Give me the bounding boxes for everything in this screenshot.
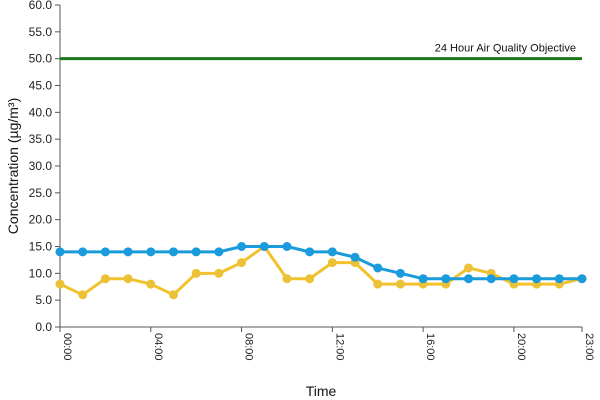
data-point [78,247,88,257]
x-tick-label: 08:00 [243,333,255,361]
data-point [327,258,337,268]
data-point [78,290,88,300]
data-point [55,279,65,289]
data-point [305,247,315,257]
x-tick-label: 12:00 [333,333,345,361]
data-point [464,263,474,273]
data-point [464,274,474,284]
data-point [509,274,519,284]
y-tick-label: 10.0 [29,266,53,280]
y-tick-label: 40.0 [29,105,53,119]
series-line [60,245,582,281]
x-tick-label: 04:00 [152,333,164,361]
x-tick-label: 00:00 [61,333,73,361]
data-point [373,279,383,289]
data-point [577,274,587,284]
data-point [305,274,315,284]
data-point [532,274,542,284]
data-point [55,247,65,257]
data-point [282,242,292,251]
data-point [282,274,292,284]
series-group [55,242,587,300]
data-point [418,274,428,284]
data-point [168,247,178,257]
data-point [237,242,247,251]
data-point [146,247,156,257]
y-tick-label: 50.0 [29,52,53,66]
y-tick-label: 45.0 [29,79,53,93]
data-point [395,279,405,289]
data-point [214,268,224,278]
data-point [146,279,156,289]
y-tick-label: 35.0 [29,132,53,146]
data-point [191,247,201,257]
y-tick-label: 25.0 [29,186,53,200]
data-point [486,274,496,284]
y-tick-label: 0.0 [35,320,52,334]
data-point [123,247,133,257]
data-point [259,242,269,251]
x-tick-label: 16:00 [424,333,436,361]
x-tick-label: 20:00 [515,333,527,361]
y-tick-label: 15.0 [29,240,53,254]
data-point [191,268,201,278]
y-tick-label: 60.0 [29,0,53,12]
data-point [373,263,383,273]
y-axis-ticks: 0.0 5.0 10.0 15.0 20.0 25.0 30.0 35.0 40.0 45.0 50… [29,0,60,334]
data-point [168,290,178,300]
data-point [327,247,337,257]
series-2 [55,242,587,284]
y-tick-label: 20.0 [29,213,53,227]
data-point [350,252,360,262]
x-tick-label: 23:00 [583,333,595,361]
data-point [554,274,564,284]
y-tick-label: 30.0 [29,159,53,173]
reference-line-group: 24 Hour Air Quality Objective [60,43,582,61]
data-point [237,258,247,268]
x-axis-title: Time [306,383,337,399]
data-point [123,274,133,284]
data-point [100,274,110,284]
data-point [214,247,224,257]
data-point [441,274,451,284]
y-tick-label: 55.0 [29,25,53,39]
y-tick-label: 5.0 [35,293,52,307]
data-point [100,247,110,257]
y-axis-title: Concentration (µg/m³) [5,98,21,234]
x-axis-ticks: 00:00 04:00 08:00 12:00 16:00 20:00 23:00 [59,327,595,361]
series-line [59,245,583,297]
data-point [395,268,405,278]
air-quality-objective-label: 24 Hour Air Quality Objective [435,43,576,55]
